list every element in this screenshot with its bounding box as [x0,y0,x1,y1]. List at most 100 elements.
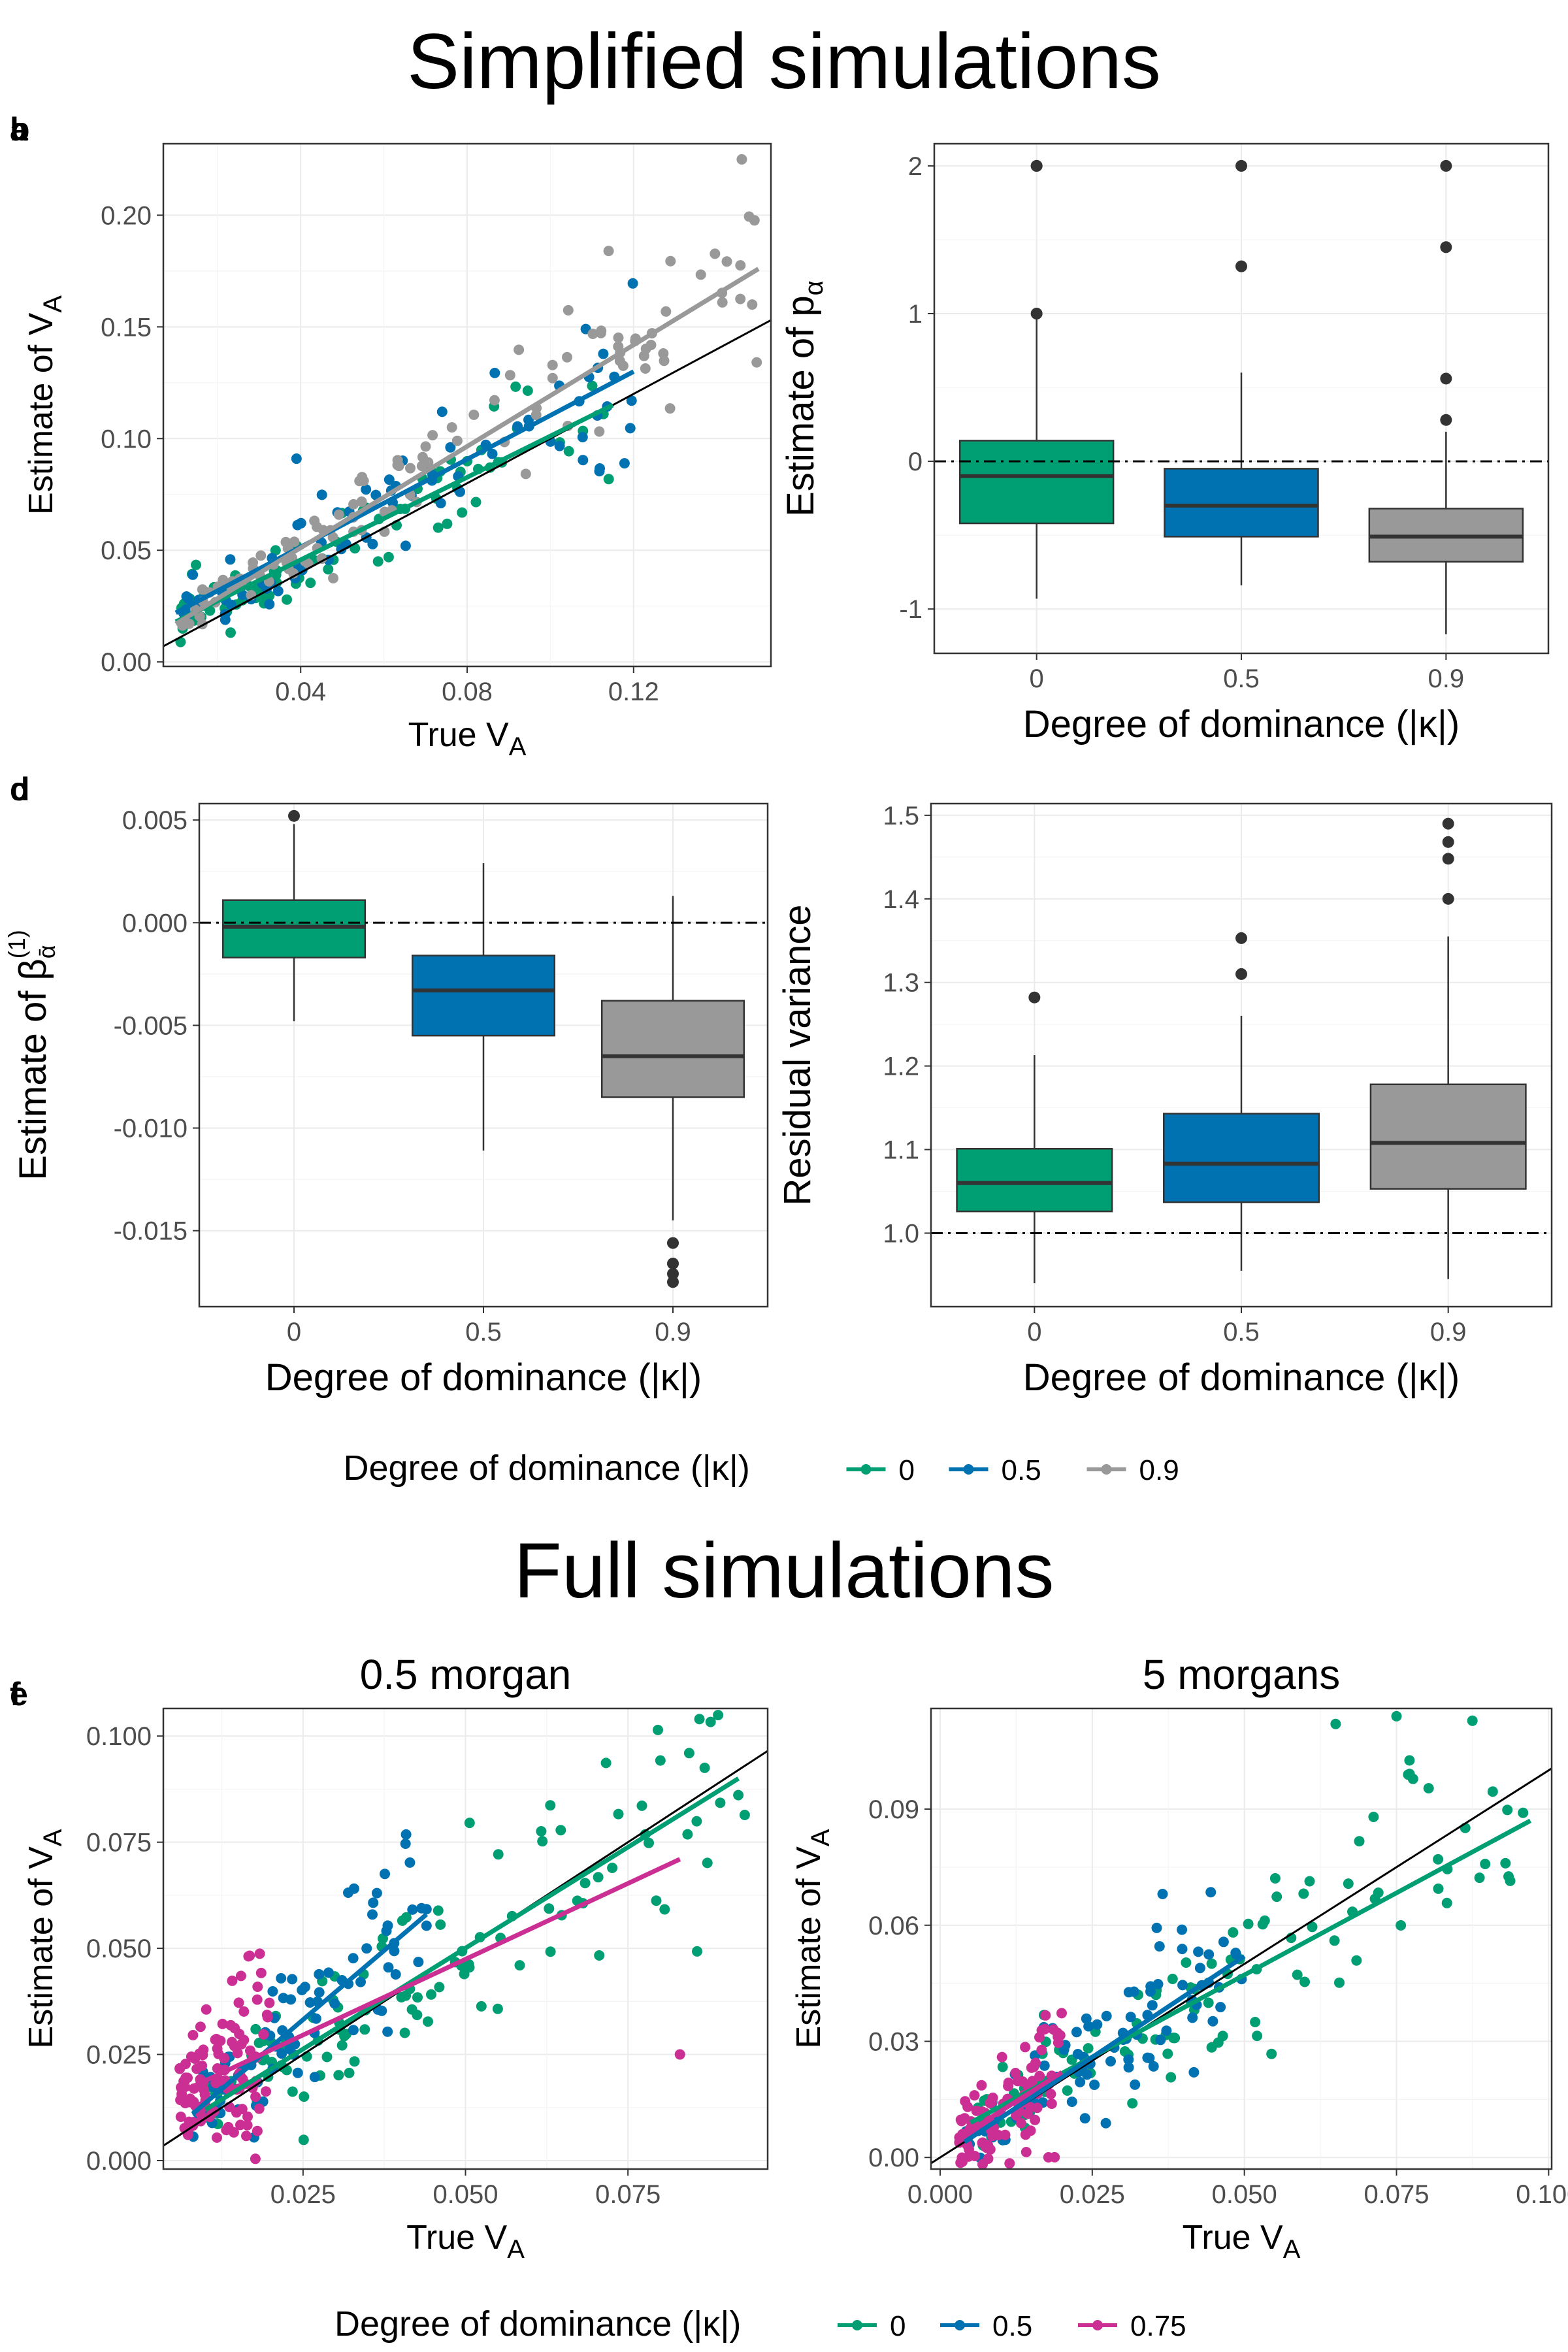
point-0-75 [1039,2023,1051,2034]
point-0-5 [348,1883,359,1894]
point-0 [1299,1976,1310,1987]
outlier-point [1235,932,1247,944]
point-0-75 [234,2029,245,2040]
x-tick-label: 0.9 [1428,664,1465,693]
fit-line-0-5 [191,1912,429,2116]
point-0 [423,2016,433,2027]
point-0-5 [367,1909,378,1920]
y-tick-label: 1.1 [883,1136,919,1165]
y-tick-label: 0.000 [86,2147,152,2176]
point-0-5 [489,367,500,378]
outlier-point [1030,308,1043,319]
point-0 [1433,1854,1444,1865]
outlier-point [1028,991,1041,1004]
point-0-75 [175,2095,186,2106]
point-0 [323,564,334,575]
point-0 [397,1915,408,1926]
point-0-75 [954,2137,965,2148]
panel-e-scatter: e 0.000 0.025 0.050 0.075 0.100 0.025 0.050 0.07… [10,1651,769,2264]
point-0-9 [392,455,403,466]
point-0-5 [361,1943,372,1954]
legend-key-point [852,2320,862,2330]
box-0-9 [1369,1083,1527,1190]
point-0-5 [292,519,303,531]
point-0-5 [1205,1887,1217,1898]
point-0-5 [1151,1922,1162,1933]
point-0-5 [487,448,498,459]
point-0 [1292,1969,1303,1980]
point-0-5 [309,2072,320,2083]
y-tick-label: 0 [908,448,923,476]
panel-d-boxplot: d 1.0 1.1 1.2 1.3 1.4 1.5 0 0.5 0.9 Degree of domi… [10,771,1553,1399]
point-0 [682,1829,693,1840]
point-0-75 [212,2043,223,2054]
x-tick-label: 0.050 [1212,2180,1277,2209]
point-0-75 [1049,2151,1060,2163]
panel-letter: d [10,771,30,808]
point-0-5 [1123,2054,1134,2065]
point-0-75 [1036,2044,1047,2055]
x-tick-label: 0 [287,1318,301,1347]
outlier-point [667,1267,679,1280]
point-0 [426,1989,436,2000]
point-0-75 [955,2114,966,2125]
point-outlier [1391,1710,1402,1722]
point-0-5 [1148,2061,1159,2072]
legend-title: Degree of dominance (|κ|) [344,1448,750,1488]
point-0 [1351,1955,1362,1966]
point-0 [435,1919,446,1930]
point-0 [1433,1883,1444,1894]
point-0-75 [258,2029,269,2040]
x-tick-label: 0.08 [442,678,493,706]
point-0-75 [261,2010,272,2020]
y-tick-label: 0.075 [86,1829,152,1857]
point-0-75 [250,2091,261,2102]
point-0 [699,1762,710,1773]
point-0-75 [217,2018,228,2029]
x-tick-label: 0.075 [595,2180,661,2209]
point-0-9 [594,426,605,437]
point-0 [463,1959,474,1970]
point-0 [1259,1915,1270,1926]
point-0-5 [1218,1936,1229,1948]
point-0 [659,1904,670,1915]
point-0-5 [1161,2025,1172,2036]
point-0-9 [423,457,434,468]
point-0-5 [1194,1963,1205,1974]
point-0-75 [235,1970,246,1982]
x-tick-label: 0.100 [1516,2180,1568,2209]
point-0-5 [1177,1924,1188,1935]
point-0-5 [577,432,588,443]
point-0 [298,2134,309,2146]
legend-label: 0.5 [1002,1454,1041,1486]
y-tick-label: 0.050 [86,1935,152,1963]
point-0 [476,2001,487,2012]
y-tick-label: 0.06 [868,1912,919,1940]
point-0 [1396,1920,1407,1931]
point-0-5 [404,1857,416,1868]
point-0-9 [659,355,670,367]
point-0-9 [638,350,649,361]
point-0-9 [348,498,359,510]
point-0-9 [665,255,676,267]
x-tick-label: 0.04 [275,678,326,706]
outlier-point [1440,241,1452,253]
fit-line-0 [174,402,614,624]
x-tick-label: 0.075 [1364,2180,1429,2209]
point-0-5 [368,1897,379,1908]
y-tick-label: 1.4 [883,885,919,914]
y-axis-label: Residual variance [776,904,819,1205]
legend-label: 0.75 [1130,2310,1186,2342]
x-tick-label: 0.5 [465,1318,502,1347]
point-0-5 [380,1869,390,1880]
point-0-9 [547,359,558,370]
point-0-5 [435,498,446,509]
point-0-5 [355,1976,366,1987]
point-0-75 [233,1997,244,2008]
point-0-5 [598,348,609,359]
outlier-point [667,1258,679,1269]
point-0 [433,522,444,533]
legend-label: 0.5 [992,2310,1032,2342]
x-tick-label: 0.025 [1060,2180,1125,2209]
point-0 [733,1789,744,1801]
